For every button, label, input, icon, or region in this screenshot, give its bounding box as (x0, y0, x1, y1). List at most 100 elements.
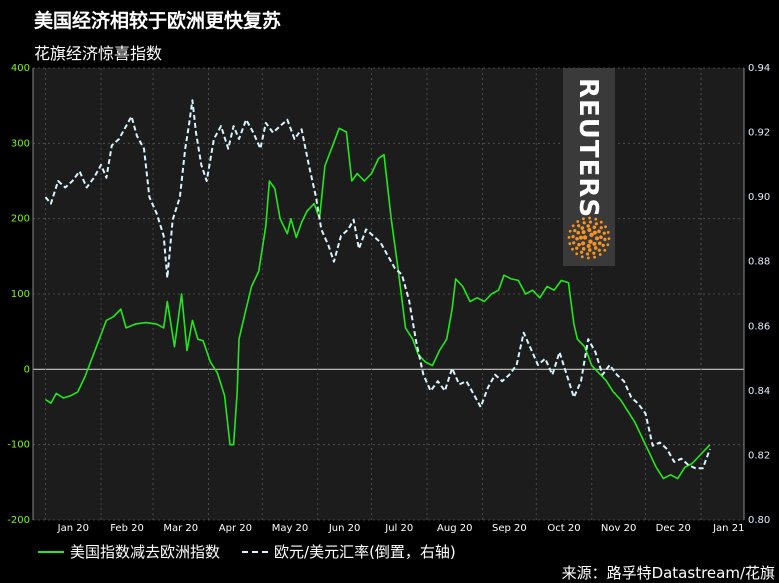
logo-dot (594, 217, 598, 221)
logo-dot (601, 243, 605, 247)
logo-dot (597, 241, 602, 246)
x-tick-label: Jan 20 (57, 523, 89, 534)
chart-subtitle: 花旗经济惊喜指数 (34, 44, 163, 63)
x-tick-label: Jul 20 (384, 523, 413, 534)
logo-dot (576, 220, 580, 223)
axis-ticks: -200 -100 0 100 200 300 400 0.94 0.92 0.90 0.88 0.8… (7, 63, 770, 534)
logo-dot (575, 236, 579, 241)
y-left-tick-label: 100 (11, 289, 30, 300)
logo-dot (603, 248, 607, 252)
logo-dot (592, 251, 596, 255)
logo-dot (581, 246, 586, 251)
x-tick-label: Dec 20 (656, 523, 691, 534)
x-tick-label: Aug 20 (437, 523, 472, 534)
logo-dot (586, 243, 591, 248)
legend-item-eurusd: 欧元/美元汇率(倒置，右轴) (242, 541, 456, 562)
logo-dot (582, 235, 588, 240)
reuters-logo-mark (567, 216, 611, 260)
series-line-us-minus-eu (45, 127, 711, 480)
logo-dot (577, 224, 581, 228)
x-tick-label: Sep 20 (492, 523, 527, 534)
source-note: 来源：路孚特Datastream/花旗 (561, 564, 775, 582)
logo-dot (606, 231, 610, 234)
logo-dot (589, 232, 594, 238)
logo-dot (579, 235, 584, 240)
logo-dot (599, 235, 603, 240)
x-tick-label: Apr 20 (219, 523, 252, 534)
logo-dot (567, 235, 571, 239)
logo-dot (599, 220, 603, 224)
y-right-tick-label: 0.88 (748, 257, 770, 268)
logo-dot (581, 230, 586, 235)
legend-swatch-dashed (242, 550, 269, 553)
logo-dot (604, 225, 607, 229)
y-left-tick-label: -100 (7, 440, 30, 451)
logo-dot (568, 242, 572, 245)
x-tick-label: May 20 (272, 523, 309, 534)
logo-dot (568, 229, 572, 233)
logo-dot (575, 246, 579, 250)
logo-dot (598, 253, 602, 256)
logo-dot (576, 230, 581, 235)
x-tick-label: Mar 20 (163, 523, 198, 534)
legend-item-us-minus-eu: 美国指数减去欧洲指数 (38, 541, 220, 562)
y-right-tick-label: 0.84 (748, 386, 770, 397)
logo-dot (571, 247, 574, 251)
logo-dot (607, 237, 611, 241)
x-tick-label: Nov 20 (601, 523, 636, 534)
x-tick-label: Feb 20 (110, 523, 144, 534)
y-left-tick-label: -200 (7, 515, 30, 526)
logo-dot (586, 224, 591, 228)
series-group (44, 99, 711, 480)
x-tick-label: Jun 20 (328, 523, 361, 534)
x-tick-label: Oct 20 (547, 523, 580, 534)
y-right-tick-label: 0.82 (748, 450, 770, 461)
logo-dot (577, 242, 581, 247)
logo-dot (592, 225, 597, 230)
logo-dot (588, 220, 592, 224)
y-left-tick-label: 300 (11, 138, 30, 149)
logo-dot (580, 250, 584, 254)
legend-swatch-solid (38, 550, 64, 553)
logo-dot (594, 222, 598, 226)
y-left-tick-label: 0 (24, 364, 30, 375)
legend: 美国指数减去欧洲指数 欧元/美元汇率(倒置，右轴) (38, 541, 478, 562)
y-left-tick-label: 400 (11, 63, 30, 74)
logo-dot (573, 229, 577, 233)
y-right-tick-label: 0.86 (748, 321, 770, 332)
logo-dot (581, 241, 586, 246)
logo-dot (599, 226, 603, 230)
logo-dot (602, 231, 606, 235)
logo-dot (603, 237, 607, 241)
reuters-logo-text: REUTERS (573, 78, 603, 219)
logo-dot (587, 228, 592, 233)
y-right-tick-label: 0.80 (748, 515, 770, 526)
logo-dot (575, 252, 579, 256)
y-right-tick-label: 0.94 (748, 63, 770, 74)
logo-dot (592, 230, 597, 235)
logo-dot (572, 241, 576, 245)
x-tick-label: Jan 21 (712, 523, 744, 534)
logo-dot (586, 252, 590, 256)
series-line-eurusd (44, 99, 711, 470)
logo-dot (593, 246, 598, 250)
logo-dot (606, 243, 610, 247)
logo-dot (580, 226, 585, 230)
y-right-tick-label: 0.90 (748, 192, 770, 203)
logo-dot (593, 255, 596, 259)
logo-dot (588, 216, 592, 220)
logo-dot (571, 235, 575, 239)
logo-dot (597, 229, 601, 234)
logo-dot (580, 255, 584, 259)
logo-dot (571, 224, 575, 228)
legend-label-eurusd: 欧元/美元汇率(倒置，右轴) (274, 543, 456, 561)
logo-dot (594, 236, 599, 241)
y-right-tick-label: 0.92 (748, 128, 770, 139)
y-left-tick-label: 200 (11, 214, 30, 225)
logo-dot (582, 217, 585, 221)
chart-title: 美国经济相较于欧洲更快复苏 (34, 10, 282, 32)
reuters-logo: REUTERS (563, 68, 615, 266)
logo-dot (582, 221, 586, 225)
logo-dot (592, 241, 597, 246)
